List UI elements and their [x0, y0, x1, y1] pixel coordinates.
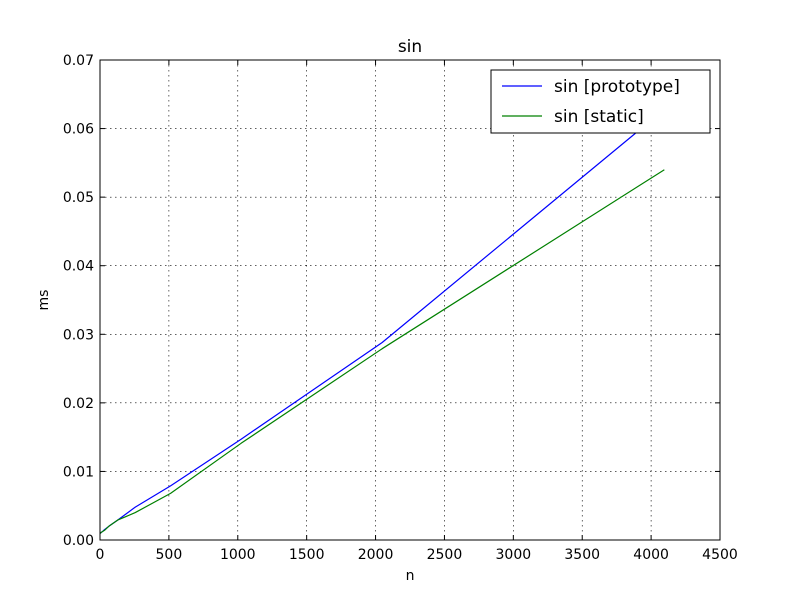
chart-title: sin — [398, 37, 422, 57]
y-tick-label: 0.04 — [63, 259, 94, 275]
x-tick-label: 4000 — [633, 547, 669, 563]
y-tick-label: 0.00 — [63, 533, 94, 549]
x-tick-label: 500 — [156, 547, 183, 563]
y-tick-label: 0.05 — [63, 190, 94, 206]
x-tick-label: 4500 — [702, 547, 738, 563]
y-tick-label: 0.03 — [63, 327, 94, 343]
x-axis-label: n — [406, 568, 415, 584]
y-axis-label: ms — [36, 290, 52, 311]
tick-labels: 0 500 1000 1500 2000 2500 3000 3500 4000 4500 0.00… — [63, 53, 738, 563]
x-tick-label: 2000 — [358, 547, 394, 563]
y-tick-label: 0.02 — [63, 396, 94, 412]
y-tick-label: 0.01 — [63, 464, 94, 480]
tick-marks — [99, 59, 721, 541]
x-tick-label: 1500 — [289, 547, 325, 563]
x-tick-label: 3500 — [564, 547, 600, 563]
grid-lines — [100, 60, 720, 540]
y-tick-label: 0.07 — [63, 53, 94, 69]
x-tick-label: 0 — [96, 547, 105, 563]
legend-label-sin-static: sin [static] — [554, 107, 644, 127]
legend-label-sin-prototype: sin [prototype] — [554, 77, 680, 97]
x-tick-label: 1000 — [220, 547, 256, 563]
x-tick-label: 3000 — [496, 547, 532, 563]
plot-area — [100, 60, 720, 540]
legend: sin [prototype] sin [static] — [490, 69, 711, 134]
legend-frame — [490, 69, 711, 134]
series-line-sin-static — [99, 169, 665, 534]
series-layer — [99, 108, 665, 534]
plot-frame — [99, 59, 721, 541]
y-tick-label: 0.06 — [63, 122, 94, 138]
x-tick-label: 2500 — [427, 547, 463, 563]
